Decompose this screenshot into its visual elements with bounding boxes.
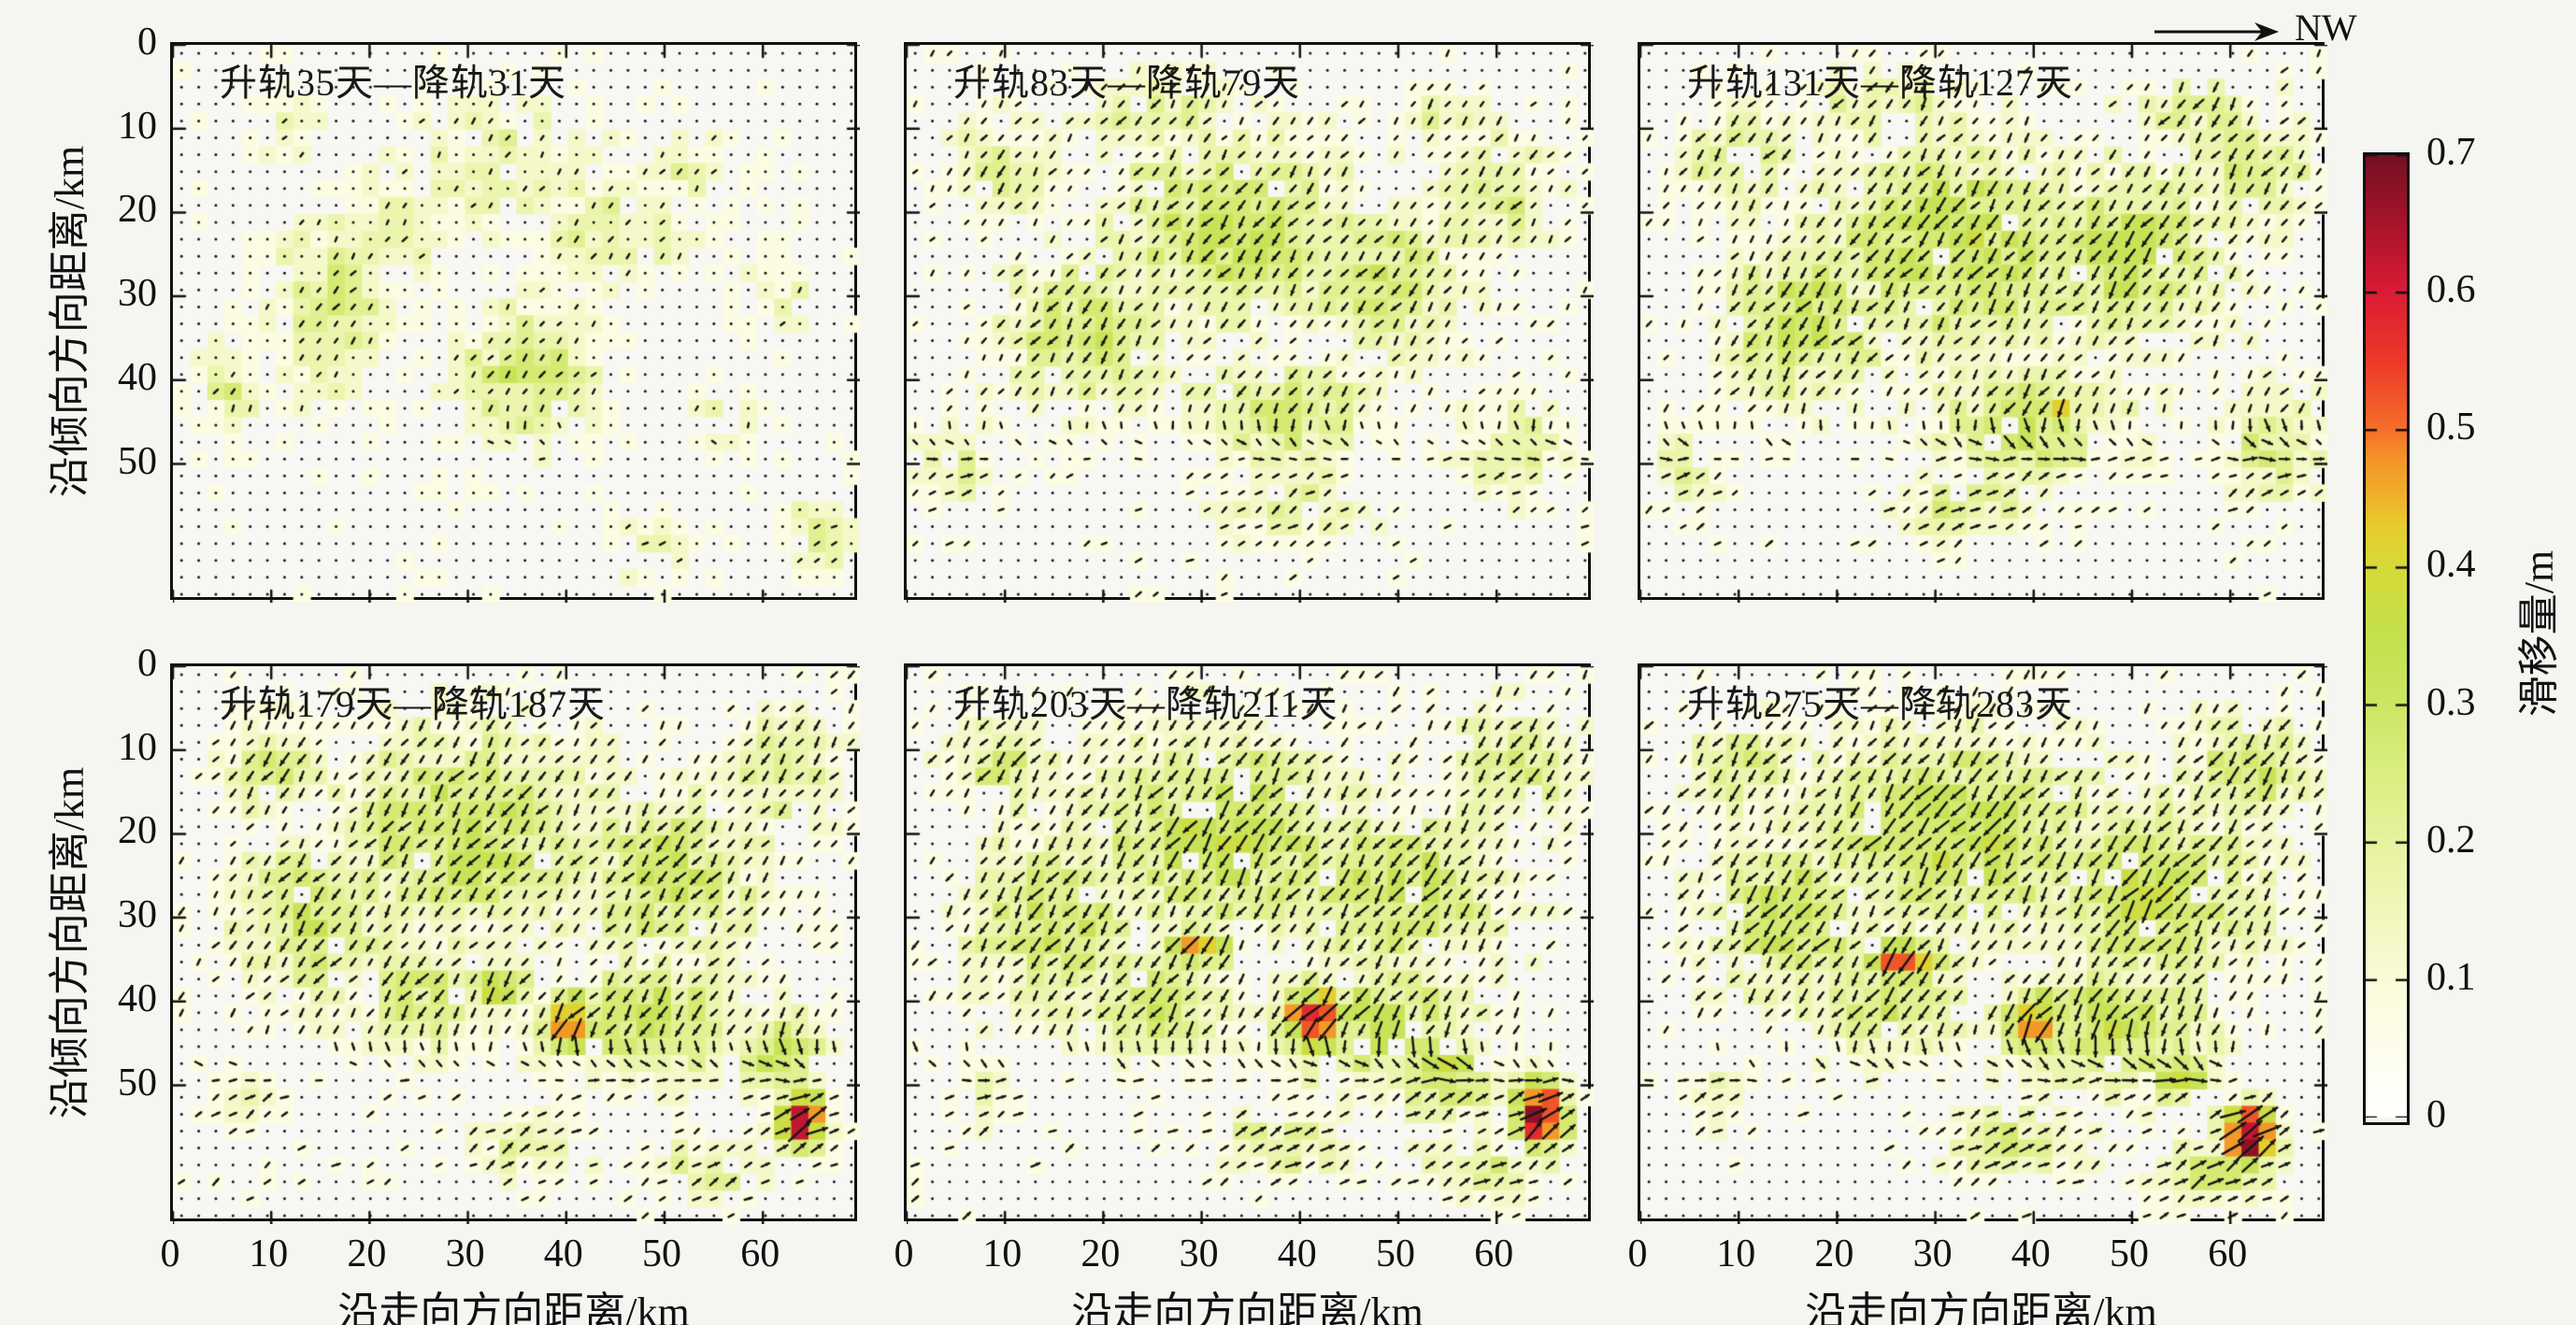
y-tick-label: 10 [118, 104, 157, 148]
y-tick-label: 0 [137, 21, 157, 64]
panel-4: 升轨179天—降轨187天 [170, 663, 860, 1224]
y-tick-label: 30 [118, 272, 157, 316]
panel-6-title: 升轨275天—降轨283天 [1687, 683, 2073, 725]
x-tick-label: 60 [740, 1232, 780, 1275]
y-tick-label: 30 [118, 893, 157, 937]
colorbar-tick-label: 0.5 [2426, 406, 2476, 449]
panel-4-canvas [173, 666, 860, 1224]
x-tick-label: 0 [894, 1232, 914, 1275]
x-tick-label: 0 [1627, 1232, 1648, 1275]
colorbar-tick-label: 0.2 [2426, 818, 2476, 862]
y-tick-label: 50 [118, 439, 157, 483]
x-tick-label: 20 [1814, 1232, 1854, 1275]
colorbar-tick-label: 0.4 [2426, 543, 2476, 587]
y-tick-label: 50 [118, 1061, 157, 1104]
x-tick-label: 60 [2208, 1232, 2248, 1275]
colorbar [2363, 152, 2410, 1125]
x-axis-label: 沿走向方向距离/km [1071, 1289, 1424, 1325]
y-tick-label: 10 [118, 725, 157, 769]
y-axis-label: 沿倾向方向距离/km [47, 145, 93, 497]
panel-5: 升轨203天—降轨211天 [904, 663, 1594, 1224]
panel-3-title: 升轨131天—降轨127天 [1687, 62, 2073, 104]
panel-1-canvas [173, 45, 860, 603]
colorbar-title: 滑移量/m [2516, 549, 2562, 718]
x-tick-label: 60 [1474, 1232, 1514, 1275]
colorbar-tick-label: 0.1 [2426, 955, 2476, 999]
panel-1-title: 升轨35天—降轨31天 [220, 62, 566, 104]
panel-3: 升轨131天—降轨127天 [1638, 42, 2327, 603]
panel-4-title: 升轨179天—降轨187天 [220, 683, 606, 725]
x-axis-label: 沿走向方向距离/km [337, 1289, 690, 1325]
panel-3-canvas [1640, 45, 2327, 603]
x-tick-label: 10 [1716, 1232, 1756, 1275]
north-reference: NW [2150, 6, 2357, 50]
panel-2: 升轨83天—降轨79天 [904, 42, 1594, 603]
x-tick-label: 40 [543, 1232, 583, 1275]
y-tick-label: 20 [118, 188, 157, 232]
x-tick-label: 40 [2011, 1232, 2051, 1275]
panel-1: 升轨35天—降轨31天 [170, 42, 860, 603]
x-tick-label: 20 [347, 1232, 387, 1275]
x-tick-label: 0 [160, 1232, 180, 1275]
x-tick-label: 30 [1179, 1232, 1219, 1275]
y-tick-label: 0 [137, 642, 157, 685]
x-tick-label: 30 [445, 1232, 485, 1275]
panel-2-canvas [907, 45, 1594, 603]
y-axis-label: 沿倾向方向距离/km [47, 766, 93, 1118]
y-tick-label: 20 [118, 809, 157, 853]
y-tick-label: 40 [118, 355, 157, 399]
x-tick-label: 10 [982, 1232, 1023, 1275]
x-tick-label: 30 [1912, 1232, 1953, 1275]
x-tick-label: 40 [1277, 1232, 1317, 1275]
colorbar-tick-label: 0.3 [2426, 680, 2476, 724]
panel-5-title: 升轨203天—降轨211天 [953, 683, 1338, 725]
north-arrow-label: NW [2295, 7, 2357, 49]
x-tick-label: 20 [1080, 1232, 1121, 1275]
colorbar-gradient [2366, 155, 2407, 1118]
colorbar-tick-label: 0.7 [2426, 131, 2476, 174]
panel-6: 升轨275天—降轨283天 [1638, 663, 2327, 1224]
x-tick-label: 50 [642, 1232, 681, 1275]
panel-2-title: 升轨83天—降轨79天 [953, 62, 1300, 104]
y-tick-label: 40 [118, 976, 157, 1020]
panel-6-canvas [1640, 666, 2327, 1224]
x-tick-label: 10 [249, 1232, 289, 1275]
colorbar-tick-label: 0 [2426, 1093, 2446, 1136]
panel-5-canvas [907, 666, 1594, 1224]
x-tick-label: 50 [2110, 1232, 2149, 1275]
colorbar-tick-label: 0.6 [2426, 268, 2476, 312]
x-tick-label: 50 [1376, 1232, 1415, 1275]
north-arrow-icon [2154, 21, 2279, 41]
x-axis-label: 沿走向方向距离/km [1805, 1289, 2157, 1325]
